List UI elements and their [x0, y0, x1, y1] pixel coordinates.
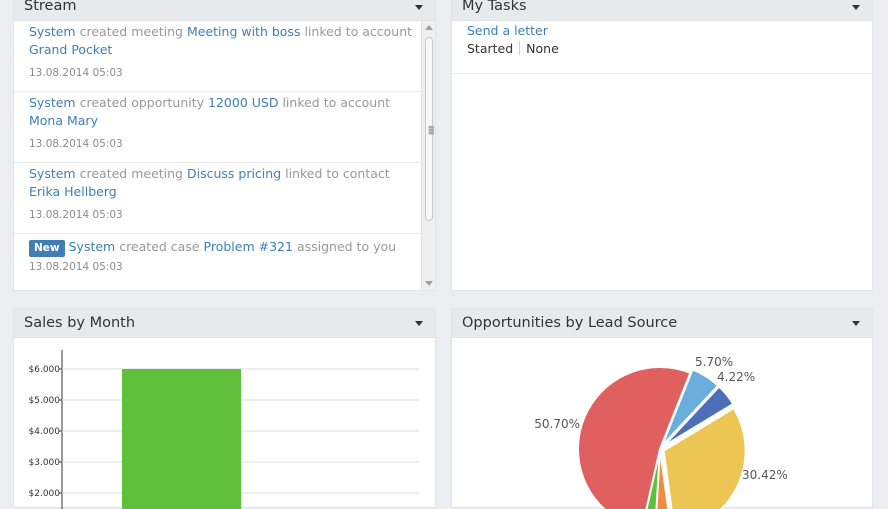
task-priority: None [526, 41, 559, 56]
opportunities-menu-caret-icon[interactable] [852, 321, 860, 326]
stream-date: 13.08.2014 05:03 [29, 67, 123, 79]
tasks-panel-header: My Tasks [452, 0, 872, 21]
pie-slice[interactable] [577, 366, 692, 509]
stream-item: System created opportunity 12000 USD lin… [14, 92, 421, 163]
tasks-list: Send a letter Started None [452, 21, 872, 290]
stream-actor-link[interactable]: System [29, 166, 76, 181]
scroll-thumb[interactable]: ▬ ▬ ▬ [425, 37, 435, 221]
stream-actor-link[interactable]: System [29, 95, 76, 110]
sales-panel: Sales by Month $2.000 $3.000 $4.000 $5.000 $… [13, 308, 436, 509]
bar[interactable] [122, 369, 241, 509]
y-tick-label: $4.000 [29, 427, 61, 437]
stream-action: created case [119, 239, 200, 254]
stream-item: System created meeting Discuss pricing l… [14, 163, 421, 234]
task-row: Send a letter Started None [452, 21, 872, 74]
stream-menu-caret-icon[interactable] [415, 5, 423, 10]
scroll-down-arrow-icon[interactable] [425, 281, 433, 286]
stream-target-link[interactable]: Discuss pricing [186, 166, 282, 181]
pie-slice-label: 4.22% [717, 370, 755, 384]
stream-target-link[interactable]: Problem #321 [203, 239, 293, 254]
pie-slice-label: 50.70% [534, 417, 580, 431]
y-tick-label: $6.000 [29, 365, 61, 375]
stream-panel-title: Stream [24, 0, 77, 14]
task-meta: Started None [467, 41, 559, 56]
stream-panel: Stream System created meeting Meeting wi… [13, 0, 436, 291]
y-tick-label: $5.000 [29, 396, 61, 406]
stream-relation: linked to account [282, 95, 391, 110]
opportunities-panel-title: Opportunities by Lead Source [462, 315, 678, 331]
y-tick-label: $2.000 [29, 489, 61, 499]
stream-panel-header: Stream [14, 0, 435, 21]
stream-relation: assigned to you [296, 239, 397, 254]
stream-target-link[interactable]: 12000 USD [208, 95, 279, 110]
stream-action: created meeting [79, 24, 183, 39]
stream-relation: linked to contact [285, 166, 390, 181]
scroll-grip-icon: ▬ ▬ ▬ [428, 123, 435, 137]
stream-related-link[interactable]: Mona Mary [29, 113, 98, 128]
task-status: Started [467, 41, 514, 56]
stream-date: 13.08.2014 05:03 [29, 209, 123, 221]
sales-panel-title: Sales by Month [24, 315, 136, 331]
pie-slice[interactable] [642, 448, 661, 509]
opportunities-panel-header: Opportunities by Lead Source [452, 309, 872, 338]
stream-date: 13.08.2014 05:03 [29, 261, 123, 273]
stream-scrollbar[interactable]: ▬ ▬ ▬ [421, 21, 435, 290]
tasks-menu-caret-icon[interactable] [852, 5, 860, 10]
stream-relation: linked to account [304, 24, 413, 39]
stream-item: System created meeting Meeting with boss… [14, 21, 421, 92]
lead-source-pie-chart: 5.70%4.22% 30.42% 50.70% [534, 355, 788, 509]
new-badge: New [29, 240, 65, 257]
scroll-up-arrow-icon[interactable] [425, 25, 433, 30]
stream-list: System created meeting Meeting with boss… [14, 21, 435, 290]
tasks-panel: My Tasks Send a letter Started None [451, 0, 873, 291]
pie-slice-label: 5.70% [695, 355, 733, 369]
stream-actor-link[interactable]: System [68, 239, 116, 254]
sales-panel-header: Sales by Month [14, 309, 435, 338]
stream-item: New System created case Problem #321 assi… [14, 234, 421, 290]
stream-target-link[interactable]: Meeting with boss [186, 24, 301, 39]
stream-related-link[interactable]: Grand Pocket [29, 42, 113, 57]
task-separator [519, 41, 521, 55]
sales-menu-caret-icon[interactable] [415, 321, 423, 326]
y-tick-label: $3.000 [29, 458, 61, 468]
opportunities-panel: Opportunities by Lead Source 5.70% 4.22% 3… [451, 308, 873, 509]
stream-action: created opportunity [79, 95, 205, 110]
task-name-link[interactable]: Send a letter [467, 23, 548, 38]
stream-actor-link[interactable]: System [29, 24, 76, 39]
stream-related-link[interactable]: Erika Hellberg [29, 184, 117, 199]
sales-bar-chart: $2.000 $3.000 $4.000 $5.000 $6.000 [29, 350, 419, 509]
tasks-panel-title: My Tasks [462, 0, 527, 14]
pie-slice[interactable] [662, 385, 735, 448]
stream-date: 13.08.2014 05:03 [29, 138, 123, 150]
stream-action: created meeting [79, 166, 183, 181]
pie-slice-label: 30.42% [742, 468, 788, 482]
pie-slice[interactable] [662, 406, 747, 509]
pie-slice[interactable] [661, 368, 720, 447]
